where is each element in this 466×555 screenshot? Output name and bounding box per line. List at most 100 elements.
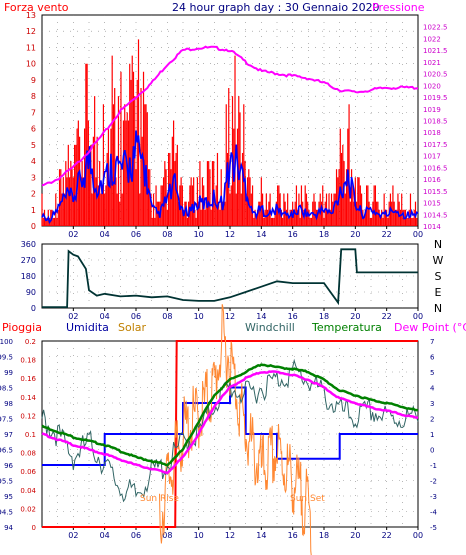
top-left-tick: 9 <box>31 76 36 85</box>
dewpoint-line <box>41 370 419 475</box>
mid-compass-label: S <box>435 270 442 283</box>
solar-line <box>159 304 312 555</box>
top-left-tick: 4 <box>31 157 36 166</box>
top-xtick-label: 16 <box>288 230 298 239</box>
bot-xtick-label: 20 <box>350 531 360 540</box>
top-right-tick: 1021.5 <box>423 47 448 55</box>
humidity-tick: 95.5 <box>0 478 13 486</box>
top-xtick-label: 04 <box>100 230 110 239</box>
mid-left-tick: 180 <box>21 272 36 281</box>
top-xtick-label: 10 <box>194 230 204 239</box>
mid-compass-label: W <box>433 254 444 267</box>
top-right-tick: 1019.5 <box>423 94 448 102</box>
mid-xtick-label: 14 <box>256 312 266 321</box>
temperature-humidity-chart: 10099.59998.59897.59796.59695.59594.5940… <box>0 304 438 555</box>
wind-pressure-chart: 1312111098765432101022.510221021.5102110… <box>26 11 448 239</box>
humidity-tick: 98.5 <box>0 385 13 393</box>
temp-tick: 0 <box>430 447 434 455</box>
bot-xtick-label: 08 <box>162 531 172 540</box>
mid-xtick-label: 04 <box>100 312 110 321</box>
mid-xtick-label: 00 <box>413 312 423 321</box>
mid-compass-label: E <box>435 286 442 299</box>
mid-xtick-label: 18 <box>319 312 329 321</box>
top-xtick-label: 14 <box>256 230 266 239</box>
wind-average-line <box>41 130 419 224</box>
humidity-tick: 94.5 <box>0 509 13 517</box>
top-left-tick: 2 <box>31 190 36 199</box>
windchill-line <box>41 358 419 503</box>
humidity-tick: 94 <box>4 524 13 532</box>
top-right-tick: 1016 <box>423 176 441 184</box>
top-xtick-label: 06 <box>131 230 141 239</box>
top-left-tick: 8 <box>31 92 36 101</box>
temp-tick: -1 <box>430 462 437 470</box>
top-left-tick: 5 <box>31 141 36 150</box>
mid-compass-label: N <box>434 238 442 251</box>
mid-xtick-label: 20 <box>350 312 360 321</box>
rain-tick: 0.16 <box>20 375 36 383</box>
rain-tick: 0.18 <box>20 357 36 365</box>
temp-tick: 1 <box>430 431 434 439</box>
humidity-tick: 97 <box>4 431 13 439</box>
mid-left-tick: 90 <box>26 288 36 297</box>
mid-left-tick: 0 <box>31 304 36 313</box>
rain-tick: 0.1 <box>25 431 36 439</box>
humidity-tick: 96 <box>4 462 13 470</box>
humidity-tick: 97.5 <box>0 416 13 424</box>
rain-title: Pioggia <box>2 321 42 334</box>
humidity-tick: 99.5 <box>0 354 13 362</box>
bot-xtick-label: 18 <box>319 531 329 540</box>
top-left-tick: 1 <box>31 206 36 215</box>
humidity-tick: 100 <box>0 338 13 346</box>
mid-compass-label: N <box>434 302 442 315</box>
temp-tick: 5 <box>430 369 434 377</box>
wind-direction-line <box>42 248 418 308</box>
top-right-tick: 1022 <box>423 35 441 43</box>
bot-xtick-label: 06 <box>131 531 141 540</box>
top-xtick-label: 18 <box>319 230 329 239</box>
sunrise-label: Sun Rise <box>140 494 179 504</box>
mid-xtick-label: 16 <box>288 312 298 321</box>
top-left-tick: 12 <box>26 27 36 36</box>
dewpoint-title: Dew Point (°C) <box>394 321 466 334</box>
top-right-tick: 1014 <box>423 223 441 231</box>
temp-tick: 7 <box>430 338 434 346</box>
sunset-label: Sun Set <box>290 494 325 504</box>
top-left-tick: 3 <box>31 173 36 182</box>
mid-xtick-label: 08 <box>162 312 172 321</box>
top-right-tick: 1022.5 <box>423 24 448 32</box>
top-left-tick: 10 <box>26 60 36 69</box>
windchill-title: Windchill <box>245 321 295 334</box>
mid-xtick-label: 22 <box>382 312 392 321</box>
top-xtick-label: 20 <box>350 230 360 239</box>
top-left-tick: 11 <box>26 43 36 52</box>
bot-xtick-label: 14 <box>256 531 266 540</box>
rain-tick: 0 <box>32 524 36 532</box>
mid-xtick-label: 12 <box>225 312 235 321</box>
rain-tick: 0.12 <box>20 412 36 420</box>
top-xtick-label: 08 <box>162 230 172 239</box>
rain-tick: 0.06 <box>20 468 36 476</box>
humidity-tick: 99 <box>4 369 13 377</box>
bot-xtick-label: 22 <box>382 531 392 540</box>
top-right-tick: 1020.5 <box>423 71 448 79</box>
humidity-tick: 98 <box>4 400 13 408</box>
mid-xtick-label: 06 <box>131 312 141 321</box>
top-right-tick: 1021 <box>423 59 441 67</box>
solar-title: Solar <box>118 321 147 334</box>
temp-tick: -5 <box>430 524 437 532</box>
temperature-title: Temperatura <box>311 321 382 334</box>
top-right-tick: 1017 <box>423 153 441 161</box>
pressure-line <box>41 45 419 187</box>
humidity-tick: 96.5 <box>0 447 13 455</box>
top-right-tick: 1018.5 <box>423 118 448 126</box>
mid-left-tick: 360 <box>21 240 36 249</box>
bot-xtick-label: 04 <box>100 531 110 540</box>
temp-tick: -3 <box>430 493 437 501</box>
rain-tick: 0.2 <box>25 338 36 346</box>
rain-tick: 0.14 <box>20 394 36 402</box>
bot-xtick-label: 02 <box>68 531 78 540</box>
top-xtick-label: 00 <box>413 230 423 239</box>
